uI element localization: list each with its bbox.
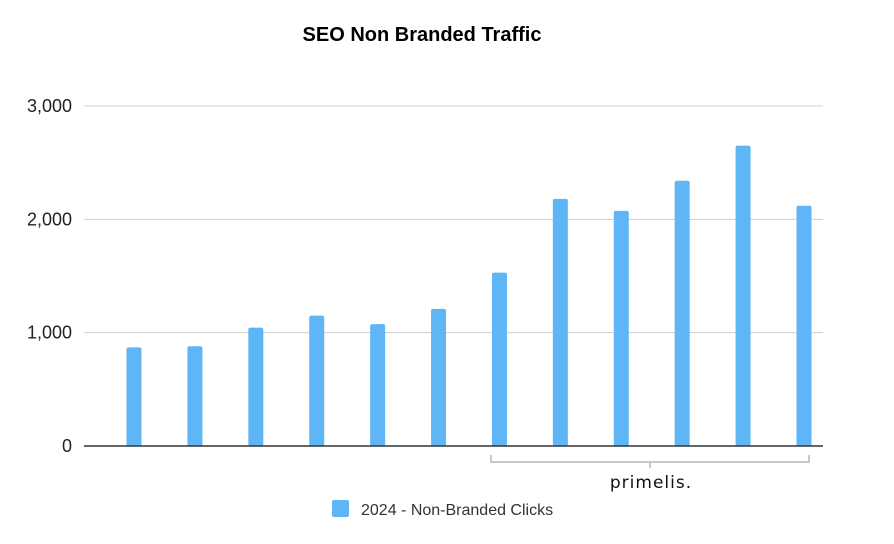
bar [187, 346, 203, 446]
bar [796, 205, 812, 446]
watermark-bracket [490, 455, 810, 468]
legend-label: 2024 - Non-Branded Clicks [361, 502, 553, 519]
bar [491, 272, 507, 446]
bar [248, 327, 264, 446]
bar [126, 347, 142, 446]
bar [735, 145, 751, 446]
bar [431, 308, 447, 446]
bar [552, 198, 568, 446]
legend: 2024 - Non-Branded Clicks [332, 500, 553, 519]
y-tick-label: 3,000 [27, 96, 72, 116]
gridlines [84, 105, 823, 334]
y-axis-ticks: 0 1,000 2,000 3,000 [27, 96, 72, 456]
bar [370, 324, 386, 446]
watermark: primelis. [490, 455, 810, 493]
bar [309, 315, 325, 446]
watermark-logo: primelis. [610, 473, 692, 493]
y-tick-label: 1,000 [27, 323, 72, 343]
bar [674, 180, 690, 447]
bar [613, 210, 629, 446]
bars [126, 145, 812, 447]
legend-swatch [332, 500, 349, 517]
y-tick-label: 2,000 [27, 209, 72, 229]
y-tick-label: 0 [62, 436, 72, 456]
chart-title: SEO Non Branded Traffic [303, 24, 542, 46]
